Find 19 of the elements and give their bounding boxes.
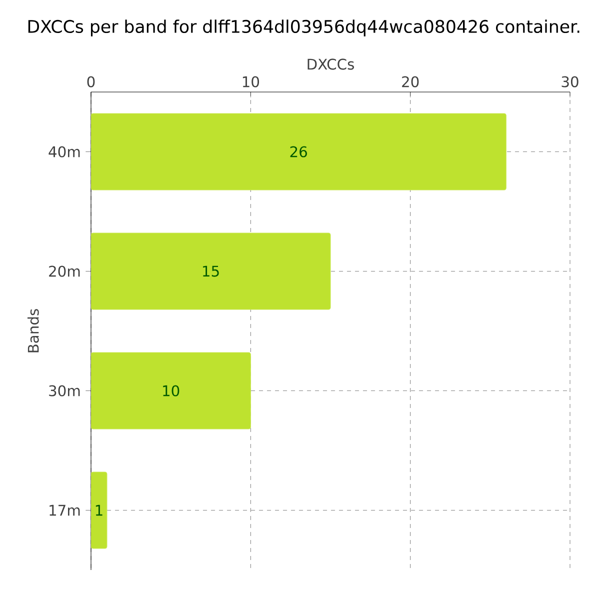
data-label: 1 bbox=[96, 504, 102, 516]
bar bbox=[91, 113, 506, 190]
y-tick-label: 40m bbox=[48, 146, 80, 158]
bar bbox=[91, 472, 108, 549]
y-tick-label: 17m bbox=[50, 504, 80, 516]
data-label: 15 bbox=[203, 266, 219, 277]
y-tick-label: 20m bbox=[49, 266, 80, 277]
x-tick-label: 10 bbox=[242, 76, 260, 88]
data-label: 26 bbox=[290, 146, 307, 158]
x-tick-label: 20 bbox=[402, 76, 419, 88]
bar bbox=[91, 352, 251, 430]
x-axis-title: DXCCs bbox=[308, 58, 354, 70]
x-tick-label: 30 bbox=[562, 76, 578, 88]
bar bbox=[91, 232, 331, 310]
y-axis-title: Bands bbox=[27, 309, 39, 352]
x-tick-label: 0 bbox=[87, 76, 95, 88]
y-tick-label: 30m bbox=[49, 385, 80, 396]
chart-title: DXCCs per band for dlff1364dl03956dq44wca080426 container. bbox=[28, 20, 580, 36]
data-label: 10 bbox=[163, 385, 180, 396]
